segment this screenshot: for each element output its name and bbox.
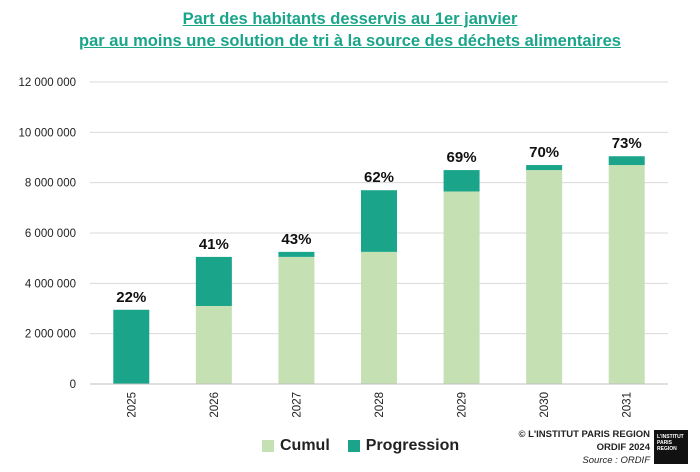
bar-progression-2029	[443, 170, 480, 192]
x-tick-label: 2026	[209, 392, 221, 418]
bar-progression-2025	[113, 309, 150, 384]
data-label-2029: 69%	[447, 149, 477, 166]
y-tick-label: 6 000 000	[25, 228, 76, 240]
data-label-2027: 43%	[281, 231, 311, 248]
bar-cumul-2027	[278, 256, 315, 384]
x-axis: 2025 2026 2027 2028 2029 2030 2031	[90, 383, 668, 418]
bar-cumul-2026	[195, 305, 232, 384]
legend: Cumul Progression	[262, 437, 459, 455]
data-label-2025: 22%	[116, 289, 146, 306]
bar-progression-2027	[278, 251, 315, 257]
bar-cumul-2030	[526, 170, 563, 384]
bar-progression-2030	[526, 165, 563, 171]
y-tick-label: 10 000 000	[18, 127, 76, 139]
y-tick-label: 12 000 000	[18, 77, 76, 89]
data-label-2028: 62%	[364, 169, 394, 186]
y-tick-label: 8 000 000	[25, 178, 76, 190]
y-axis: 0 2 000 000 4 000 000 6 000 000 8 000 000 10 …	[18, 77, 76, 391]
bars	[113, 156, 645, 384]
legend-item-cumul: Cumul	[262, 437, 330, 455]
x-tick-label: 2029	[457, 392, 469, 418]
bar-cumul-2031	[608, 165, 645, 384]
legend-item-progression: Progression	[347, 437, 460, 455]
y-tick-label: 2 000 000	[25, 329, 76, 341]
data-label-2031: 73%	[612, 135, 642, 152]
x-tick-label: 2027	[291, 392, 303, 418]
data-labels: 22% 41% 43% 62% 69% 70% 73%	[116, 135, 641, 306]
data-label-2026: 41%	[199, 236, 229, 253]
legend-swatch-cumul	[262, 440, 274, 452]
bar-cumul-2029	[443, 191, 480, 384]
credit-source: Source : ORDIF	[582, 455, 650, 466]
x-tick-label: 2025	[126, 392, 138, 418]
bar-progression-2031	[608, 156, 645, 166]
credit-line-1: © L'INSTITUT PARIS REGION	[518, 429, 650, 440]
legend-label-cumul: Cumul	[280, 437, 330, 454]
title-line-1: Part des habitants desservis au 1er janv…	[182, 10, 518, 28]
credit: © L'INSTITUT PARIS REGION ORDIF 2024 Sou…	[518, 428, 650, 467]
chart-title: Part des habitants desservis au 1er janv…	[0, 8, 700, 52]
x-tick-label: 2028	[374, 392, 386, 418]
bar-progression-2026	[195, 256, 232, 306]
credit-line-2: ORDIF 2024	[596, 442, 650, 453]
legend-swatch-progression	[347, 440, 360, 452]
bar-progression-2028	[361, 190, 397, 252]
y-tick-label: 0	[70, 379, 76, 391]
data-label-2030: 70%	[529, 144, 559, 161]
legend-label-progression: Progression	[365, 437, 460, 454]
bar-cumul-2028	[361, 251, 397, 384]
x-tick-label: 2031	[622, 392, 634, 418]
x-tick-label: 2030	[539, 392, 551, 418]
y-tick-label: 4 000 000	[25, 278, 76, 290]
title-line-2: par au moins une solution de tri à la so…	[79, 32, 621, 50]
institut-logo: L'INSTITUT PARIS REGION	[654, 430, 688, 464]
